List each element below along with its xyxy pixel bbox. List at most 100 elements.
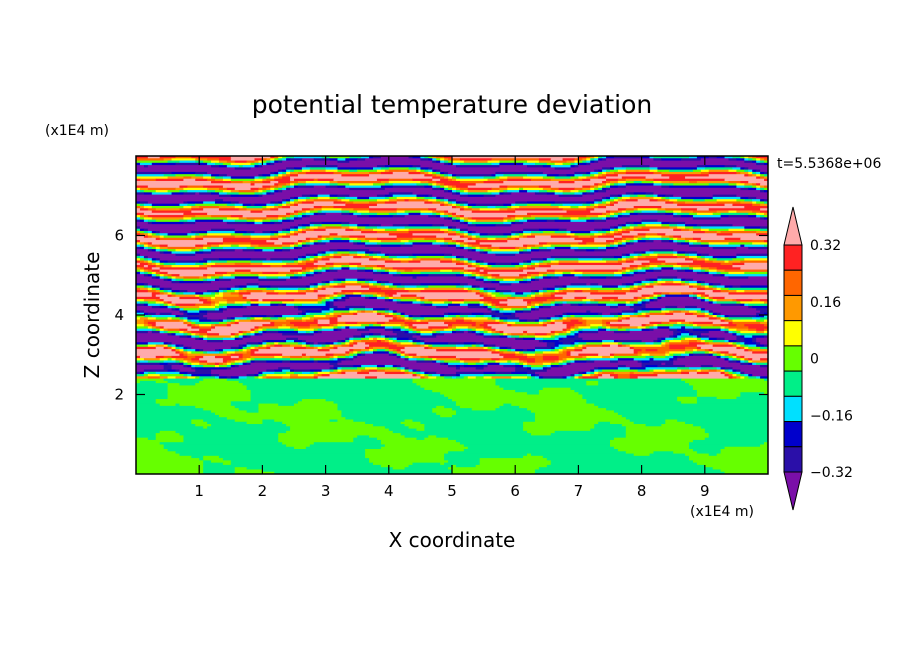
- field-cell: [290, 158, 303, 162]
- field-cell: [740, 374, 745, 377]
- field-cell: [187, 321, 192, 325]
- field-cell: [479, 324, 489, 327]
- field-cell: [582, 192, 587, 196]
- field-cell: [558, 194, 583, 198]
- field-cell: [258, 346, 267, 350]
- field-cell: [392, 364, 398, 368]
- field-cell: [463, 299, 481, 302]
- field-cell: [562, 203, 583, 207]
- field-cell: [282, 205, 291, 209]
- field-cell: [696, 396, 718, 400]
- field-cell: [258, 274, 287, 277]
- field-cell: [408, 317, 414, 321]
- field-cell: [266, 330, 279, 334]
- field-cell: [203, 335, 208, 339]
- field-cell: [720, 371, 726, 375]
- field-cell: [139, 219, 145, 223]
- field-cell: [483, 315, 493, 318]
- field-cell: [361, 353, 366, 357]
- field-cell: [590, 171, 599, 175]
- field-cell: [720, 351, 730, 355]
- field-cell: [641, 324, 647, 327]
- field-cell: [452, 215, 457, 218]
- field-cell: [677, 212, 690, 216]
- field-cell: [550, 255, 615, 259]
- field-cell: [448, 244, 457, 248]
- field-cell: [503, 330, 524, 334]
- field-cell: [610, 217, 619, 221]
- field-cell: [301, 194, 311, 198]
- field-cell: [337, 283, 342, 287]
- field-cell: [507, 303, 528, 307]
- field-cell: [305, 319, 315, 323]
- field-cell: [392, 342, 402, 346]
- field-cell: [388, 280, 485, 284]
- field-cell: [294, 271, 299, 275]
- field-cell: [479, 271, 489, 275]
- field-cell: [274, 174, 279, 178]
- field-cell: [349, 344, 354, 348]
- field-cell: [570, 303, 579, 307]
- field-cell: [728, 339, 737, 343]
- field-cell: [388, 339, 394, 343]
- field-cell: [657, 219, 768, 223]
- field-cell: [297, 260, 303, 264]
- field-cell: [479, 251, 485, 255]
- field-cell: [404, 269, 414, 273]
- field-cell: [649, 321, 662, 325]
- field-cell: [495, 253, 516, 257]
- field-cell: [297, 262, 307, 266]
- field-cell: [191, 205, 200, 209]
- field-cell: [621, 165, 651, 168]
- field-cell: [392, 183, 418, 187]
- field-cell: [313, 330, 319, 334]
- field-cell: [550, 294, 556, 298]
- field-cell: [602, 212, 607, 216]
- field-cell: [617, 312, 623, 316]
- field-cell: [448, 199, 457, 203]
- field-cell: [136, 176, 169, 180]
- field-cell: [238, 294, 244, 298]
- field-cell: [610, 324, 631, 327]
- field-cell: [195, 405, 236, 409]
- field-cell: [764, 217, 768, 221]
- field-cell: [487, 317, 493, 321]
- field-cell: [499, 165, 528, 168]
- field-cell: [440, 362, 445, 366]
- field-cell: [357, 280, 366, 284]
- field-cell: [278, 180, 291, 184]
- field-cell: [704, 294, 710, 298]
- field-cell: [369, 196, 386, 200]
- field-cell: [147, 244, 153, 248]
- field-cell: [388, 167, 410, 171]
- field-cell: [440, 258, 453, 262]
- field-cell: [570, 362, 643, 366]
- field-cell: [704, 351, 710, 355]
- field-cell: [740, 303, 745, 307]
- field-cell: [534, 192, 548, 196]
- field-cell: [558, 362, 564, 366]
- field-cell: [562, 287, 568, 291]
- field-cell: [467, 237, 473, 241]
- field-cell: [297, 203, 346, 207]
- field-cell: [483, 305, 489, 309]
- field-cell: [262, 165, 307, 168]
- field-cell: [191, 324, 196, 327]
- field-cell: [262, 158, 267, 162]
- field-cell: [400, 317, 406, 321]
- field-cell: [728, 319, 734, 323]
- field-cell: [724, 355, 730, 359]
- field-cell: [432, 174, 437, 178]
- field-cell: [673, 235, 682, 239]
- field-cell: [349, 326, 366, 330]
- field-cell: [420, 374, 425, 377]
- field-cell: [207, 312, 299, 316]
- field-cell: [238, 208, 248, 212]
- field-cell: [349, 156, 362, 159]
- field-cell: [633, 299, 639, 302]
- field-cell: [388, 196, 398, 200]
- field-cell: [333, 253, 342, 257]
- field-cell: [471, 271, 477, 275]
- field-cell: [250, 244, 260, 248]
- field-cell: [246, 346, 252, 350]
